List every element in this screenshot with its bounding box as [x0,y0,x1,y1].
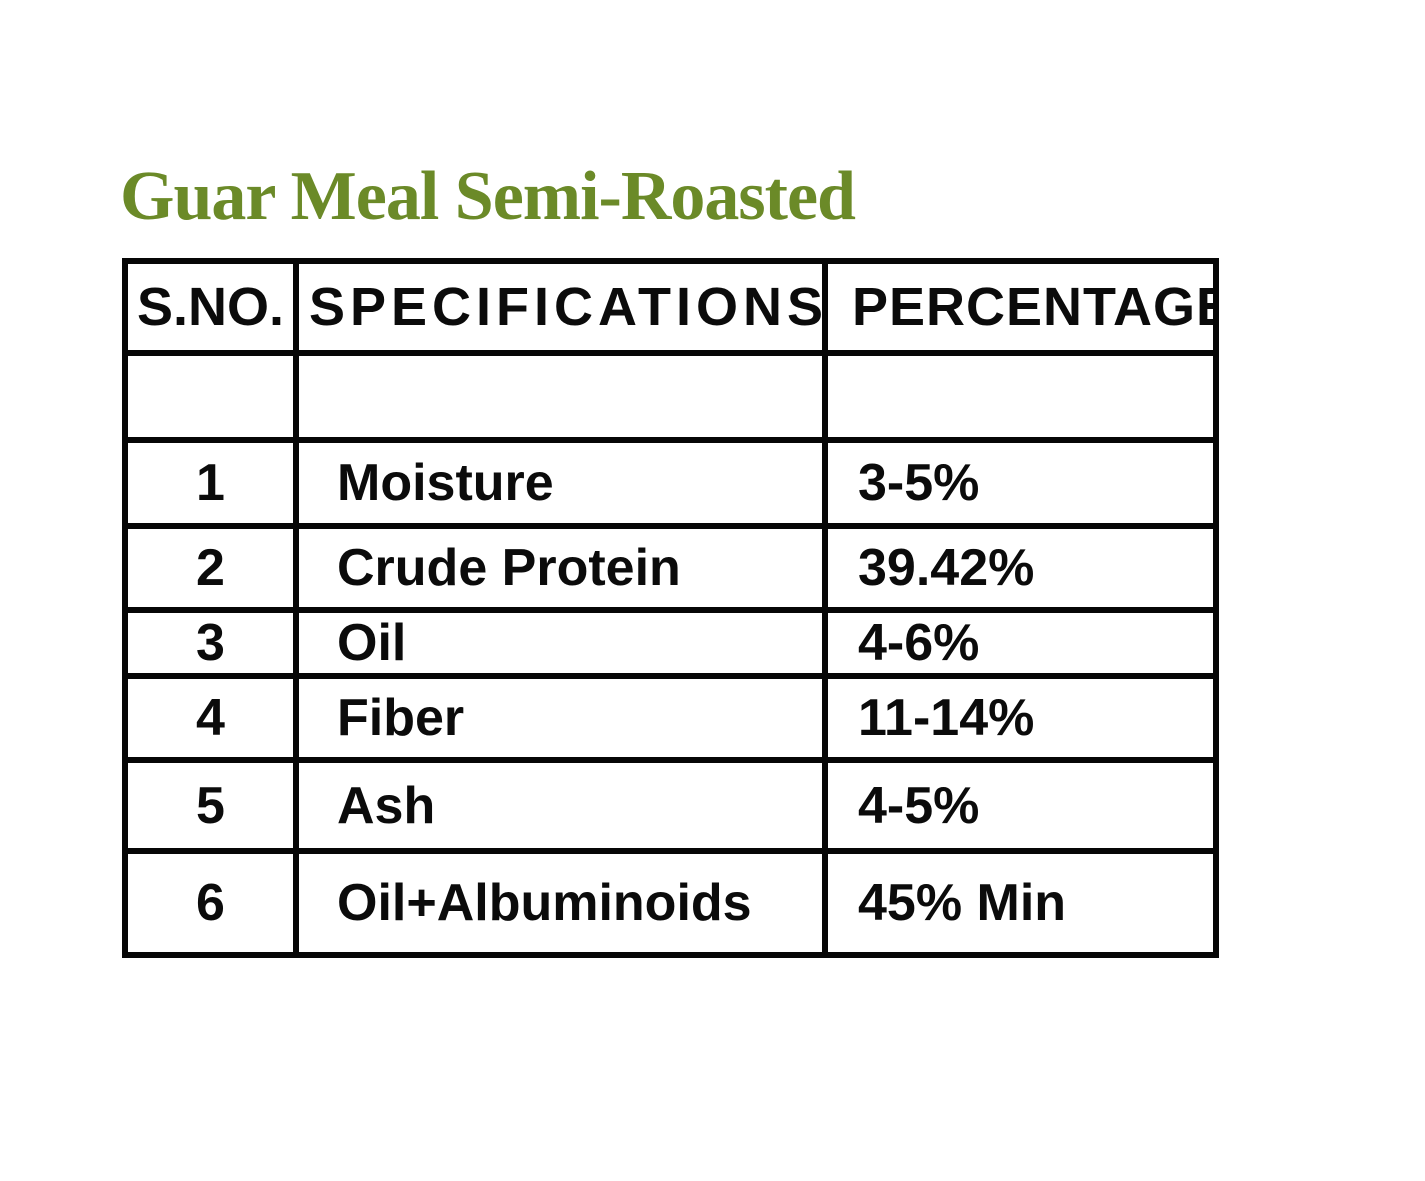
cell-pct: 11-14% [822,673,1219,763]
table-header-row: S.NO. SPECIFICATIONS PERCENTAGE [122,258,1219,356]
cell-pct: 4-6% [822,607,1219,679]
cell-sno: 4 [122,673,299,763]
cell-sno [122,350,299,443]
cell-spec: Ash [293,757,828,854]
table-row: 6 Oil+Albuminoids 45% Min [122,848,1219,958]
cell-spec: Oil+Albuminoids [293,848,828,958]
cell-spec: Crude Protein [293,523,828,613]
cell-sno: 6 [122,848,299,958]
cell-spec [293,350,828,443]
cell-spec: Fiber [293,673,828,763]
header-specifications: SPECIFICATIONS [293,258,828,356]
header-percentage: PERCENTAGE [822,258,1219,356]
cell-pct: 45% Min [822,848,1219,958]
header-sno: S.NO. [122,258,299,356]
table-row: 2 Crude Protein 39.42% [122,523,1219,613]
cell-pct: 39.42% [822,523,1219,613]
table-row: 1 Moisture 3-5% [122,437,1219,529]
cell-pct: 3-5% [822,437,1219,529]
table-row: 4 Fiber 11-14% [122,673,1219,763]
cell-pct [822,350,1219,443]
cell-sno: 1 [122,437,299,529]
cell-spec: Moisture [293,437,828,529]
specifications-table: S.NO. SPECIFICATIONS PERCENTAGE 1 Moistu… [122,258,1219,958]
page-title: Guar Meal Semi-Roasted [120,158,856,235]
cell-sno: 3 [122,607,299,679]
table-row: 3 Oil 4-6% [122,607,1219,679]
table-row: 5 Ash 4-5% [122,757,1219,854]
cell-sno: 5 [122,757,299,854]
table-row-spacer [122,350,1219,443]
cell-sno: 2 [122,523,299,613]
cell-spec: Oil [293,607,828,679]
cell-pct: 4-5% [822,757,1219,854]
